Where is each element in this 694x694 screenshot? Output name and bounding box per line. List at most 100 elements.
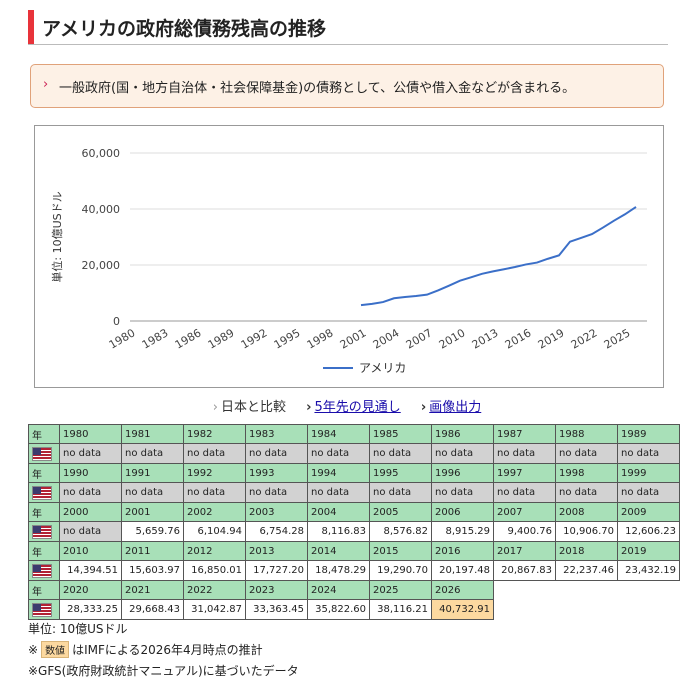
flag-cell: [28, 521, 60, 542]
year-cell: 2012: [183, 541, 246, 561]
value-cell: no data: [369, 482, 432, 503]
year-cell: 1983: [245, 424, 308, 444]
estimate-text: はIMFによる2026年4月時点の推計: [72, 643, 263, 657]
flag-cell: [28, 560, 60, 581]
year-label: 年: [28, 502, 60, 522]
x-tick-label: 1989: [206, 326, 237, 351]
value-cell: 6,104.94: [183, 521, 246, 542]
year-row: 年 2000 2001 2002 2003 2004 2005 2006 2007 2008 200…: [28, 502, 680, 522]
export-link[interactable]: › 画像出力: [421, 400, 481, 415]
year-label: 年: [28, 541, 60, 561]
value-cell: 12,606.23: [617, 521, 680, 542]
description-box: › 一般政府(国・地方自治体・社会保障基金)の債務として、公債や借入金などが含ま…: [30, 64, 664, 108]
us-flag-icon: [32, 485, 52, 500]
year-cell: 1996: [431, 463, 494, 483]
export-link-text[interactable]: 画像出力: [429, 400, 482, 415]
empty-cell: [617, 580, 680, 600]
year-cell: 2006: [431, 502, 494, 522]
year-cell: 1995: [369, 463, 432, 483]
year-cell: 2013: [245, 541, 308, 561]
year-row: 年 1980 1981 1982 1983 1984 1985 1986 1987 1988 198…: [28, 424, 680, 444]
value-row: 14,394.51 15,603.97 16,850.01 17,727.20 18,4…: [28, 560, 680, 581]
x-tick-label: 1998: [305, 326, 336, 351]
bullet-icon: ›: [43, 77, 49, 92]
compare-link[interactable]: › 日本と比較: [212, 400, 286, 415]
year-cell: 1991: [121, 463, 184, 483]
year-cell: 2005: [369, 502, 432, 522]
value-row: no data 5,659.76 6,104.94 6,754.28 8,116.83 8…: [28, 521, 680, 542]
page-title: アメリカの政府総債務残高の推移: [42, 18, 327, 40]
value-cell: 8,116.83: [307, 521, 370, 542]
y-tick-label: 0: [113, 315, 120, 328]
empty-cell: [555, 580, 618, 600]
year-row: 年 1990 1991 1992 1993 1994 1995 1996 1997 1998 199…: [28, 463, 680, 483]
value-cell: 17,727.20: [245, 560, 308, 581]
year-cell: 2020: [59, 580, 122, 600]
year-cell: 1997: [493, 463, 556, 483]
value-cell: no data: [555, 443, 618, 464]
value-row: no data no data no data no data no data no da…: [28, 482, 680, 503]
y-axis-label: 単位: 10億USドル: [50, 191, 64, 282]
year-cell: 1986: [431, 424, 494, 444]
year-cell: 1985: [369, 424, 432, 444]
chevron-right-icon: ›: [212, 400, 218, 415]
source-note: ※GFS(政府財政統計マニュアル)に基づいたデータ: [28, 664, 299, 678]
value-cell: no data: [183, 482, 246, 503]
value-cell: no data: [59, 443, 122, 464]
year-cell: 1982: [183, 424, 246, 444]
forecast-link-text[interactable]: 5年先の見通し: [314, 400, 401, 415]
x-tick-label: 1986: [173, 326, 204, 351]
year-cell: 1980: [59, 424, 122, 444]
x-tick-label: 1980: [107, 326, 138, 351]
value-cell: 9,400.76: [493, 521, 556, 542]
forecast-link[interactable]: › 5年先の見通し: [306, 400, 401, 415]
value-cell: 14,394.51: [59, 560, 122, 581]
value-cell: 6,754.28: [245, 521, 308, 542]
year-cell: 2023: [245, 580, 308, 600]
year-row: 年 2020 2021 2022 2023 2024 2025 2026: [28, 580, 680, 600]
x-tick-label: 1992: [239, 326, 270, 351]
us-flag-icon: [32, 602, 52, 617]
year-row: 年 2010 2011 2012 2013 2014 2015 2016 2017 2018 201…: [28, 541, 680, 561]
description-text: 一般政府(国・地方自治体・社会保障基金)の債務として、公債や借入金などが含まれる…: [59, 81, 576, 96]
value-cell: no data: [121, 482, 184, 503]
year-cell: 1993: [245, 463, 308, 483]
x-tick-label: 1983: [140, 326, 171, 351]
value-row: no data no data no data no data no data no da…: [28, 443, 680, 464]
year-cell: 2009: [617, 502, 680, 522]
year-cell: 2015: [369, 541, 432, 561]
value-row: 28,333.25 29,668.43 31,042.87 33,363.45 35,8…: [28, 599, 680, 620]
chart-container: 0 20,000 40,000 60,000 1980 1983 1986 1989 1992 1…: [34, 125, 664, 388]
value-cell: no data: [493, 443, 556, 464]
empty-cell: [493, 580, 556, 600]
year-cell: 1998: [555, 463, 618, 483]
year-cell: 2019: [617, 541, 680, 561]
year-cell: 1999: [617, 463, 680, 483]
year-cell: 2022: [183, 580, 246, 600]
value-cell: no data: [245, 443, 308, 464]
flag-cell: [28, 599, 60, 620]
value-cell: 15,603.97: [121, 560, 184, 581]
x-tick-label: 2007: [404, 326, 435, 351]
unit-note: 単位: 10億USドル: [28, 622, 128, 636]
x-tick-label: 2022: [569, 326, 600, 351]
series-line: [360, 206, 637, 307]
legend-label: アメリカ: [359, 361, 406, 375]
value-cell: 10,906.70: [555, 521, 618, 542]
value-cell: 31,042.87: [183, 599, 246, 620]
us-flag-icon: [32, 524, 52, 539]
year-cell: 2016: [431, 541, 494, 561]
year-cell: 2025: [369, 580, 432, 600]
year-cell: 2024: [307, 580, 370, 600]
value-cell: 38,116.21: [369, 599, 432, 620]
page-header: アメリカの政府総債務残高の推移: [28, 8, 668, 45]
value-cell: 18,478.29: [307, 560, 370, 581]
chevron-right-icon: ›: [306, 400, 312, 415]
value-cell: 33,363.45: [245, 599, 308, 620]
value-cell: no data: [245, 482, 308, 503]
us-flag-icon: [32, 563, 52, 578]
value-cell: no data: [307, 443, 370, 464]
value-cell: no data: [59, 521, 122, 542]
year-cell: 1984: [307, 424, 370, 444]
